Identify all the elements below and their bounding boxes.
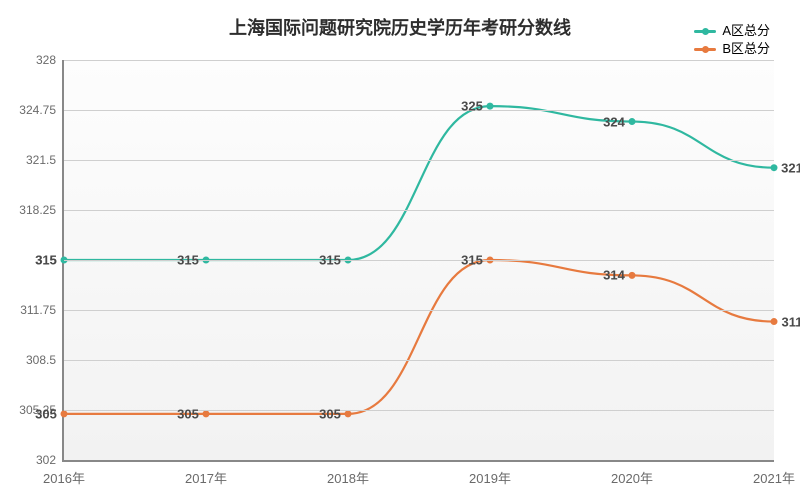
x-tick-label: 2017年 bbox=[185, 460, 227, 487]
gridline bbox=[64, 210, 774, 211]
data-label: 324 bbox=[601, 114, 627, 129]
y-tick-label: 328 bbox=[36, 53, 64, 67]
y-tick-label: 318.25 bbox=[19, 203, 64, 217]
legend: A区总分B区总分 bbox=[694, 22, 770, 58]
data-label: 321 bbox=[779, 160, 800, 175]
y-tick-label: 324.75 bbox=[19, 103, 64, 117]
gridline bbox=[64, 310, 774, 311]
legend-swatch bbox=[694, 30, 716, 33]
legend-label: B区总分 bbox=[722, 40, 770, 58]
gridline bbox=[64, 60, 774, 61]
data-label: 305 bbox=[175, 406, 201, 421]
data-label: 315 bbox=[317, 253, 343, 268]
gridline bbox=[64, 360, 774, 361]
x-tick-label: 2020年 bbox=[611, 460, 653, 487]
data-point bbox=[345, 410, 352, 417]
data-label: 305 bbox=[33, 406, 59, 421]
y-tick-label: 308.5 bbox=[26, 353, 64, 367]
data-label: 314 bbox=[601, 268, 627, 283]
data-label: 305 bbox=[317, 406, 343, 421]
gridline bbox=[64, 260, 774, 261]
chart-container: 上海国际问题研究院历史学历年考研分数线 A区总分B区总分 302305.2530… bbox=[0, 0, 800, 500]
chart-title: 上海国际问题研究院历史学历年考研分数线 bbox=[0, 14, 800, 40]
data-point bbox=[487, 103, 494, 110]
gridline bbox=[64, 110, 774, 111]
legend-item: A区总分 bbox=[694, 22, 770, 40]
data-label: 315 bbox=[175, 253, 201, 268]
data-point bbox=[629, 272, 636, 279]
data-point bbox=[203, 410, 210, 417]
x-tick-label: 2021年 bbox=[753, 460, 795, 487]
y-tick-label: 321.5 bbox=[26, 153, 64, 167]
y-tick-label: 311.75 bbox=[20, 303, 64, 317]
gridline bbox=[64, 410, 774, 411]
legend-item: B区总分 bbox=[694, 40, 770, 58]
data-label: 311 bbox=[780, 314, 800, 329]
data-point bbox=[771, 318, 778, 325]
data-label: 315 bbox=[459, 253, 485, 268]
gridline bbox=[64, 160, 774, 161]
data-point bbox=[629, 118, 636, 125]
data-point bbox=[771, 164, 778, 171]
x-tick-label: 2019年 bbox=[469, 460, 511, 487]
legend-label: A区总分 bbox=[722, 22, 770, 40]
legend-swatch bbox=[694, 48, 716, 51]
data-label: 315 bbox=[33, 253, 59, 268]
series-line bbox=[64, 260, 774, 414]
data-label: 325 bbox=[459, 99, 485, 114]
x-tick-label: 2018年 bbox=[327, 460, 369, 487]
plot-area: 302305.25308.5311.75315318.25321.5324.75… bbox=[62, 60, 774, 462]
x-tick-label: 2016年 bbox=[43, 460, 85, 487]
series-line bbox=[64, 106, 774, 260]
